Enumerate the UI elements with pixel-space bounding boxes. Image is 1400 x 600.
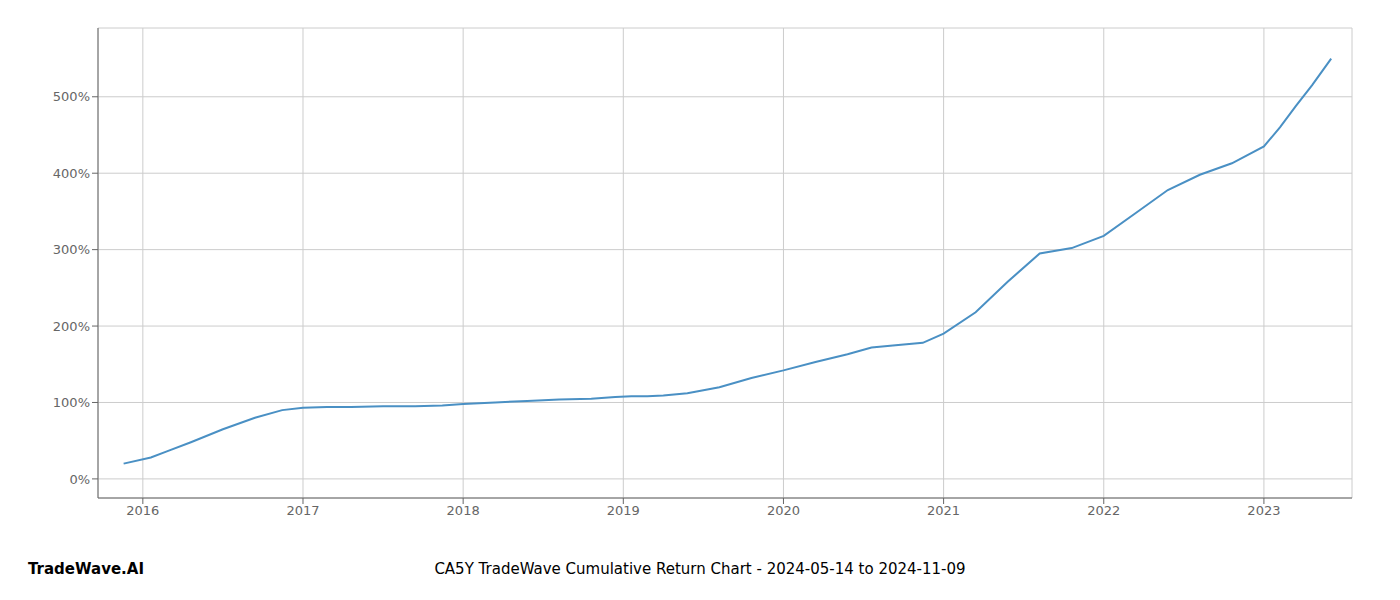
svg-text:500%: 500%	[53, 89, 90, 104]
svg-text:2017: 2017	[286, 503, 319, 518]
svg-text:2022: 2022	[1087, 503, 1120, 518]
svg-text:100%: 100%	[53, 395, 90, 410]
svg-text:2021: 2021	[927, 503, 960, 518]
svg-text:2018: 2018	[447, 503, 480, 518]
html-text:CA5Y TradeWave Cumulative Retu: CA5Y TradeWave Cumulative Return Chart -…	[434, 560, 966, 578]
svg-text:300%: 300%	[53, 242, 90, 257]
svg-text:200%: 200%	[53, 319, 90, 334]
svg-text:0%: 0%	[69, 472, 90, 487]
svg-text:2023: 2023	[1247, 503, 1280, 518]
html-text:TradeWave.AI: TradeWave.AI	[28, 560, 144, 578]
svg-text:400%: 400%	[53, 166, 90, 181]
svg-text:2019: 2019	[607, 503, 640, 518]
svg-text:2020: 2020	[767, 503, 800, 518]
svg-text:2016: 2016	[126, 503, 159, 518]
